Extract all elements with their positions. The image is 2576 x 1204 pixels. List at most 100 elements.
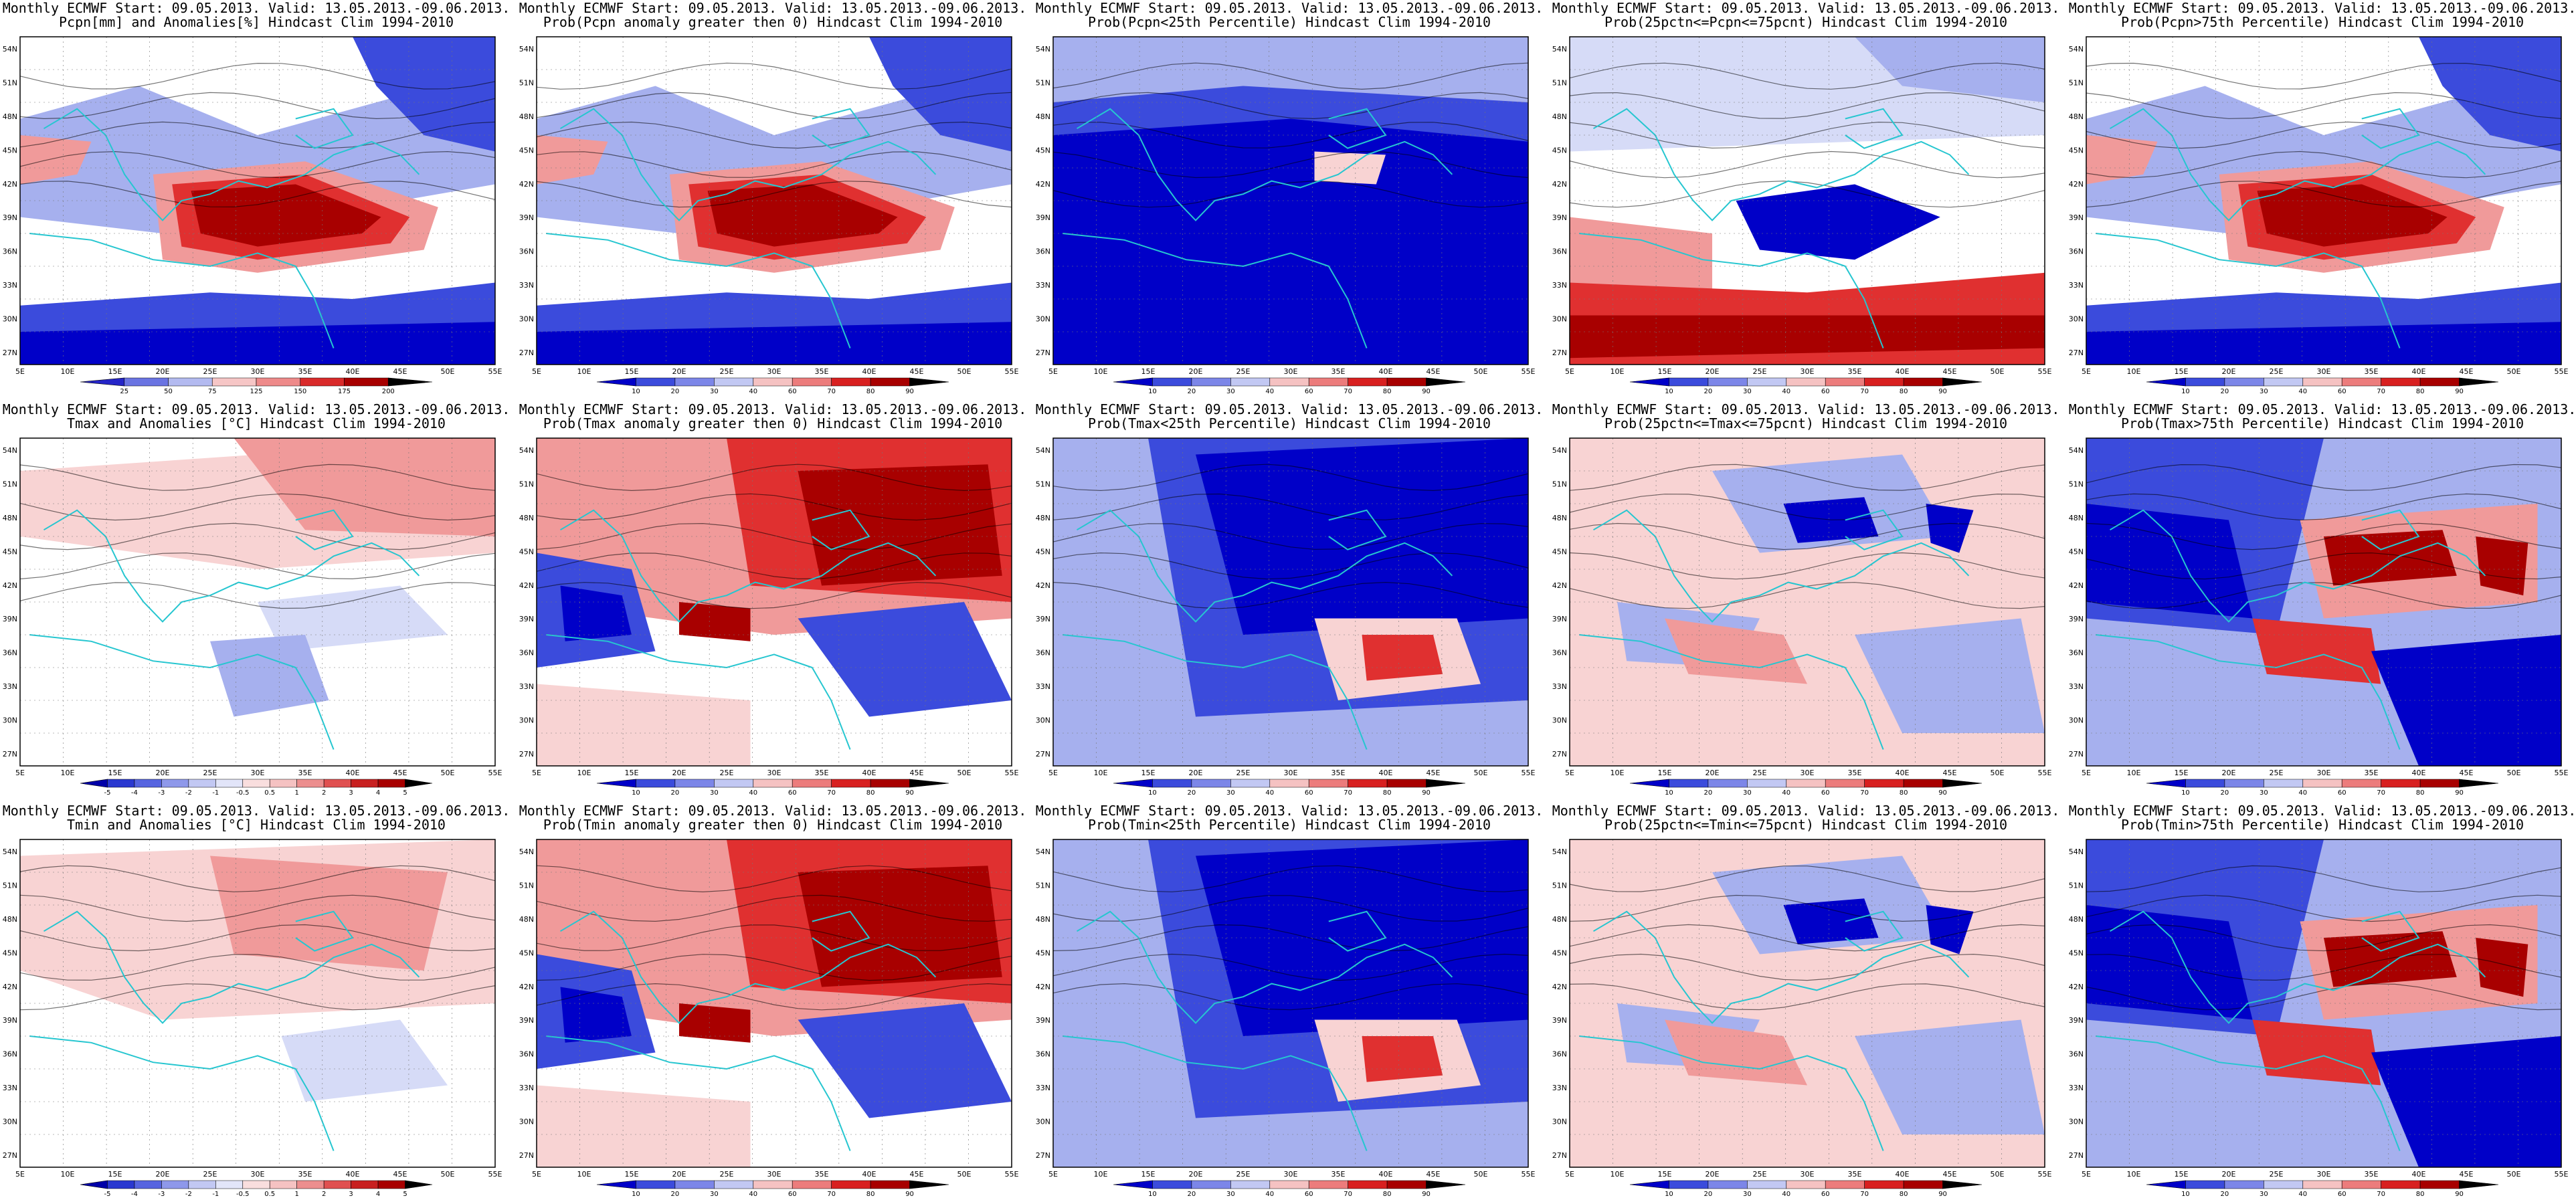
colorbar-segment xyxy=(296,779,325,788)
contour-line xyxy=(20,553,495,580)
lon-tick-label: 50E xyxy=(1474,769,1488,777)
panel-title-line1: Monthly ECMWF Start: 09.05.2013. Valid: … xyxy=(1552,803,2060,819)
contour-line xyxy=(2086,522,2561,550)
lat-tick-label: 42N xyxy=(3,581,17,590)
coastline xyxy=(2096,233,2401,348)
map-frame xyxy=(1569,36,2045,365)
anomaly-region xyxy=(2252,1019,2381,1086)
lat-tick-label: 33N xyxy=(2069,1084,2084,1092)
colorbar-label: 20 xyxy=(671,789,680,797)
panel-title-line2: Prob(Tmax>75th Percentile) Hindcast Clim… xyxy=(2120,415,2524,431)
panel-title-line2: Prob(25pctn<=Tmax<=75pcnt) Hindcast Clim… xyxy=(1604,415,2008,431)
coastline xyxy=(1592,910,1970,1024)
contour-line xyxy=(20,522,495,550)
coastline xyxy=(1579,1035,1884,1151)
lon-tick-label: 10E xyxy=(577,769,591,777)
colorbar-label: 30 xyxy=(2260,789,2268,797)
map-frame xyxy=(536,437,1012,767)
colorbar-segment xyxy=(831,779,871,788)
colorbar-label: 60 xyxy=(2338,789,2347,797)
colorbar-segment xyxy=(2224,779,2264,788)
anomaly-region xyxy=(560,987,632,1043)
lat-tick-label: 51N xyxy=(1036,78,1050,87)
lat-tick-label: 39N xyxy=(2069,615,2084,623)
colorbar-segment xyxy=(2381,377,2421,387)
colorbar-label: 60 xyxy=(788,789,797,797)
contour-line xyxy=(537,464,1012,492)
colorbar-label: 40 xyxy=(2298,789,2307,797)
lon-tick-label: 40E xyxy=(346,367,360,376)
panel-title-line1: Monthly ECMWF Start: 09.05.2013. Valid: … xyxy=(2,0,511,16)
colorbar-label: 90 xyxy=(1938,388,1947,395)
colorbar-segment xyxy=(831,1180,871,1189)
colorbar-segment xyxy=(1669,779,1709,788)
lat-tick-label: 42N xyxy=(1552,180,1567,189)
lon-tick-label: 30E xyxy=(1284,769,1298,777)
colorbar-segment xyxy=(792,1180,832,1189)
colorbar-segment xyxy=(1269,779,1309,788)
lat-tick-label: 54N xyxy=(2069,847,2084,856)
lat-tick-label: 30N xyxy=(1036,716,1050,725)
lon-tick-label: 45E xyxy=(393,769,407,777)
lat-tick-label: 39N xyxy=(1552,213,1567,222)
contour-line xyxy=(2086,582,2561,609)
lon-tick-label: 45E xyxy=(910,367,924,376)
map-fill-layer xyxy=(1053,438,1528,766)
colorbar-segment xyxy=(323,779,351,788)
colorbar-segment xyxy=(1348,377,1388,387)
lat-tick-label: 36N xyxy=(1552,247,1567,256)
lat-tick-label: 33N xyxy=(2069,682,2084,691)
forecast-panel: Monthly ECMWF Start: 09.05.2013. Valid: … xyxy=(517,803,1029,1201)
colorbar-segment xyxy=(269,1180,297,1189)
forecast-panel: Monthly ECMWF Start: 09.05.2013. Valid: … xyxy=(1033,0,1546,398)
colorbar-label: -1 xyxy=(212,1191,219,1198)
anomaly-region xyxy=(2419,37,2561,152)
lat-tick-label: 54N xyxy=(3,45,17,54)
contour-line xyxy=(537,181,1012,208)
lon-tick-label: 50E xyxy=(441,1170,455,1179)
colorbar-label: 90 xyxy=(1938,789,1947,797)
contour-line xyxy=(1053,895,1528,922)
colorbar-segment xyxy=(1230,1180,1271,1189)
lat-tick-label: 33N xyxy=(2069,281,2084,290)
lon-tick-label: 40E xyxy=(1896,367,1910,376)
anomaly-region xyxy=(1926,504,1974,553)
lat-tick-label: 33N xyxy=(1552,1084,1567,1092)
colorbar-label: 90 xyxy=(1938,1191,1947,1198)
lon-tick-label: 45E xyxy=(393,1170,407,1179)
anomaly-region xyxy=(1736,184,1940,260)
panel-title-line2: Prob(Tmax<25th Percentile) Hindcast Clim… xyxy=(1087,415,1491,431)
panel-title-line2: Prob(Tmin>75th Percentile) Hindcast Clim… xyxy=(2120,817,2524,833)
coastline xyxy=(559,108,937,221)
contour-line xyxy=(20,493,495,521)
lon-tick-label: 5E xyxy=(1048,769,1058,777)
colorbar-label: 20 xyxy=(1704,1191,1713,1198)
lon-tick-label: 10E xyxy=(2127,1170,2141,1179)
lon-tick-label: 55E xyxy=(2555,769,2569,777)
colorbar-label: 40 xyxy=(1782,1191,1790,1198)
map-frame xyxy=(1569,437,2045,767)
lon-tick-label: 20E xyxy=(672,367,686,376)
lon-tick-label: 5E xyxy=(1048,367,1058,376)
lon-tick-label: 15E xyxy=(1658,367,1672,376)
coastline xyxy=(43,108,420,221)
map-frame xyxy=(2086,437,2562,767)
lat-tick-label: 45N xyxy=(2069,547,2084,556)
contour-line xyxy=(2086,181,2561,208)
contour-line xyxy=(537,62,1012,90)
lat-tick-label: 42N xyxy=(1552,983,1567,991)
colorbar-segment xyxy=(2419,377,2460,387)
colorbar-label: 60 xyxy=(788,388,797,395)
colorbar-label: 10 xyxy=(1148,388,1157,395)
anomaly-region xyxy=(2324,530,2457,586)
lat-tick-label: 42N xyxy=(3,983,17,991)
colorbar-segment xyxy=(161,1180,189,1189)
lat-tick-label: 51N xyxy=(1552,480,1567,488)
coastline xyxy=(43,910,420,1024)
contour-line xyxy=(1053,924,1528,952)
colorbar-label: 20 xyxy=(671,1191,680,1198)
panel-title-line1: Monthly ECMWF Start: 09.05.2013. Valid: … xyxy=(1035,0,1544,16)
map-fill-layer xyxy=(20,839,495,1167)
lon-tick-label: 25E xyxy=(720,367,734,376)
